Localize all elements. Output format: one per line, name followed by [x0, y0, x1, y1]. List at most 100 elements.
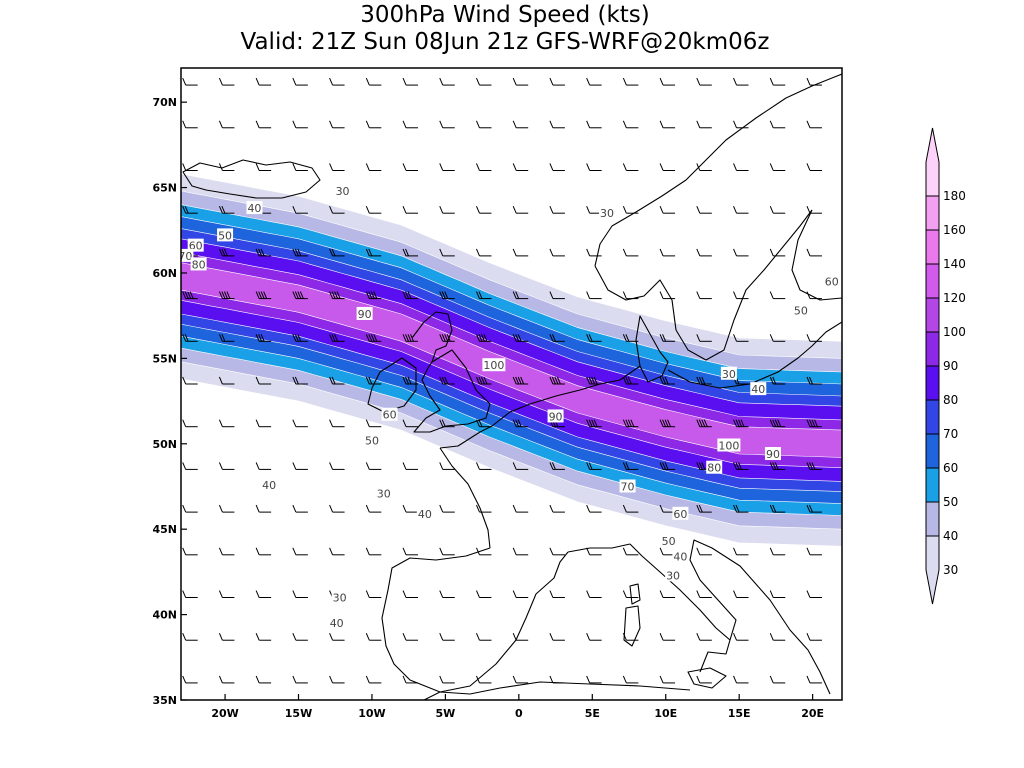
- wind-barb: [365, 675, 382, 684]
- wind-barb: [659, 376, 676, 385]
- wind-barb: [365, 376, 382, 385]
- wind-barb: [512, 633, 529, 641]
- wind-barb: [182, 462, 198, 470]
- wind-barb: [365, 120, 382, 129]
- wind-barb: [365, 633, 382, 641]
- wind-barb: [512, 547, 529, 556]
- wind-barb: [255, 590, 272, 599]
- wind-barb: [512, 120, 529, 129]
- contour-label: 60: [673, 508, 687, 521]
- wind-barb: [806, 504, 822, 513]
- contour-label-box: [187, 238, 204, 252]
- wind-barb: [512, 77, 529, 86]
- wind-barb: [806, 376, 822, 385]
- wind-barb: [696, 334, 712, 342]
- wind-barb: [733, 334, 749, 342]
- wind-barb: [402, 462, 419, 470]
- contour-label-box: [334, 183, 351, 197]
- wind-barb: [402, 633, 419, 641]
- wind-barb: [182, 120, 198, 129]
- wind-barb: [586, 376, 602, 385]
- wind-barb: [659, 291, 676, 300]
- colorbar-segment: [925, 331, 940, 367]
- wind-barb: [255, 77, 272, 86]
- contour-label-box: [356, 306, 373, 320]
- wind-barb: [218, 120, 235, 129]
- wind-barb: [512, 248, 529, 257]
- contour-label-box: [190, 257, 207, 271]
- wind-barb: [182, 205, 198, 214]
- wind-barb: [549, 120, 565, 129]
- contour-label-box: [331, 590, 348, 604]
- contour-label: 60: [383, 409, 397, 422]
- contour-label: 90: [766, 448, 780, 461]
- coastline-britain: [413, 349, 491, 433]
- wind-barb: [402, 675, 419, 684]
- lat-tick-label: 50N: [152, 438, 177, 451]
- coastline-sweden: [675, 209, 813, 361]
- colorbar-label: 90: [943, 359, 958, 373]
- contour-label-box: [246, 201, 263, 215]
- wind-barb: [622, 291, 639, 300]
- wind-barb: [255, 291, 272, 300]
- wind-barb: [218, 590, 235, 599]
- colorbar-segment: [925, 433, 940, 469]
- wind-barb: [218, 419, 235, 428]
- wind-barb: [439, 248, 455, 257]
- wind-barb: [586, 675, 602, 684]
- wind-barb: [659, 205, 676, 214]
- wind-barb: [402, 547, 419, 556]
- wind-barb: [476, 419, 492, 428]
- contour-label: 50: [218, 229, 232, 242]
- wind-barb: [255, 334, 272, 342]
- colorbar-label: 180: [943, 189, 966, 203]
- wind-barb: [365, 77, 382, 86]
- colorbar-segment: [925, 399, 940, 435]
- contour-label: 90: [358, 308, 372, 321]
- wind-barb: [476, 205, 492, 214]
- wind-barb: [586, 248, 602, 257]
- contour-label: 90: [549, 410, 563, 423]
- map-frame: [180, 67, 843, 701]
- wind-barb: [439, 376, 455, 385]
- wind-barb: [622, 504, 639, 513]
- wind-barb: [476, 675, 492, 684]
- wind-barb: [733, 633, 749, 641]
- contour-label-box: [764, 447, 781, 461]
- wind-barb: [182, 547, 198, 556]
- wind-barb: [733, 547, 749, 556]
- wind-barb: [329, 633, 345, 641]
- wind-barb: [182, 334, 198, 342]
- wind-barb: [586, 419, 602, 428]
- wind-barb: [696, 205, 712, 214]
- contour-label: 40: [247, 202, 261, 215]
- wind-barb: [218, 547, 235, 556]
- wind-barb: [549, 462, 565, 470]
- wind-barb: [806, 419, 822, 428]
- coastlines: [182, 73, 842, 700]
- contour-label-box: [381, 407, 398, 421]
- colorbar-label: 140: [943, 257, 966, 271]
- wind-speed-shading: [181, 173, 842, 547]
- wind-barb: [476, 163, 492, 171]
- wind-barb: [255, 504, 272, 513]
- wind-barb: [182, 419, 198, 428]
- wind-barb: [476, 291, 492, 300]
- wind-barb: [586, 590, 602, 599]
- contour-label-box: [672, 506, 689, 520]
- wind-barb: [512, 675, 529, 684]
- coastline-iceland: [182, 159, 321, 199]
- wind-barb: [402, 248, 419, 257]
- wind-barb: [329, 419, 345, 428]
- contour-label: 30: [600, 207, 614, 220]
- wind-barb: [292, 120, 308, 129]
- wind-barb: [512, 291, 529, 300]
- lat-tick-label: 45N: [152, 523, 177, 536]
- wind-barb: [549, 77, 565, 86]
- coastline-scotland: [411, 311, 453, 363]
- wind-barb: [292, 419, 308, 428]
- wind-barb: [439, 547, 455, 556]
- wind-barb: [182, 633, 198, 641]
- wind-barb: [182, 504, 198, 513]
- wind-barb: [586, 120, 602, 129]
